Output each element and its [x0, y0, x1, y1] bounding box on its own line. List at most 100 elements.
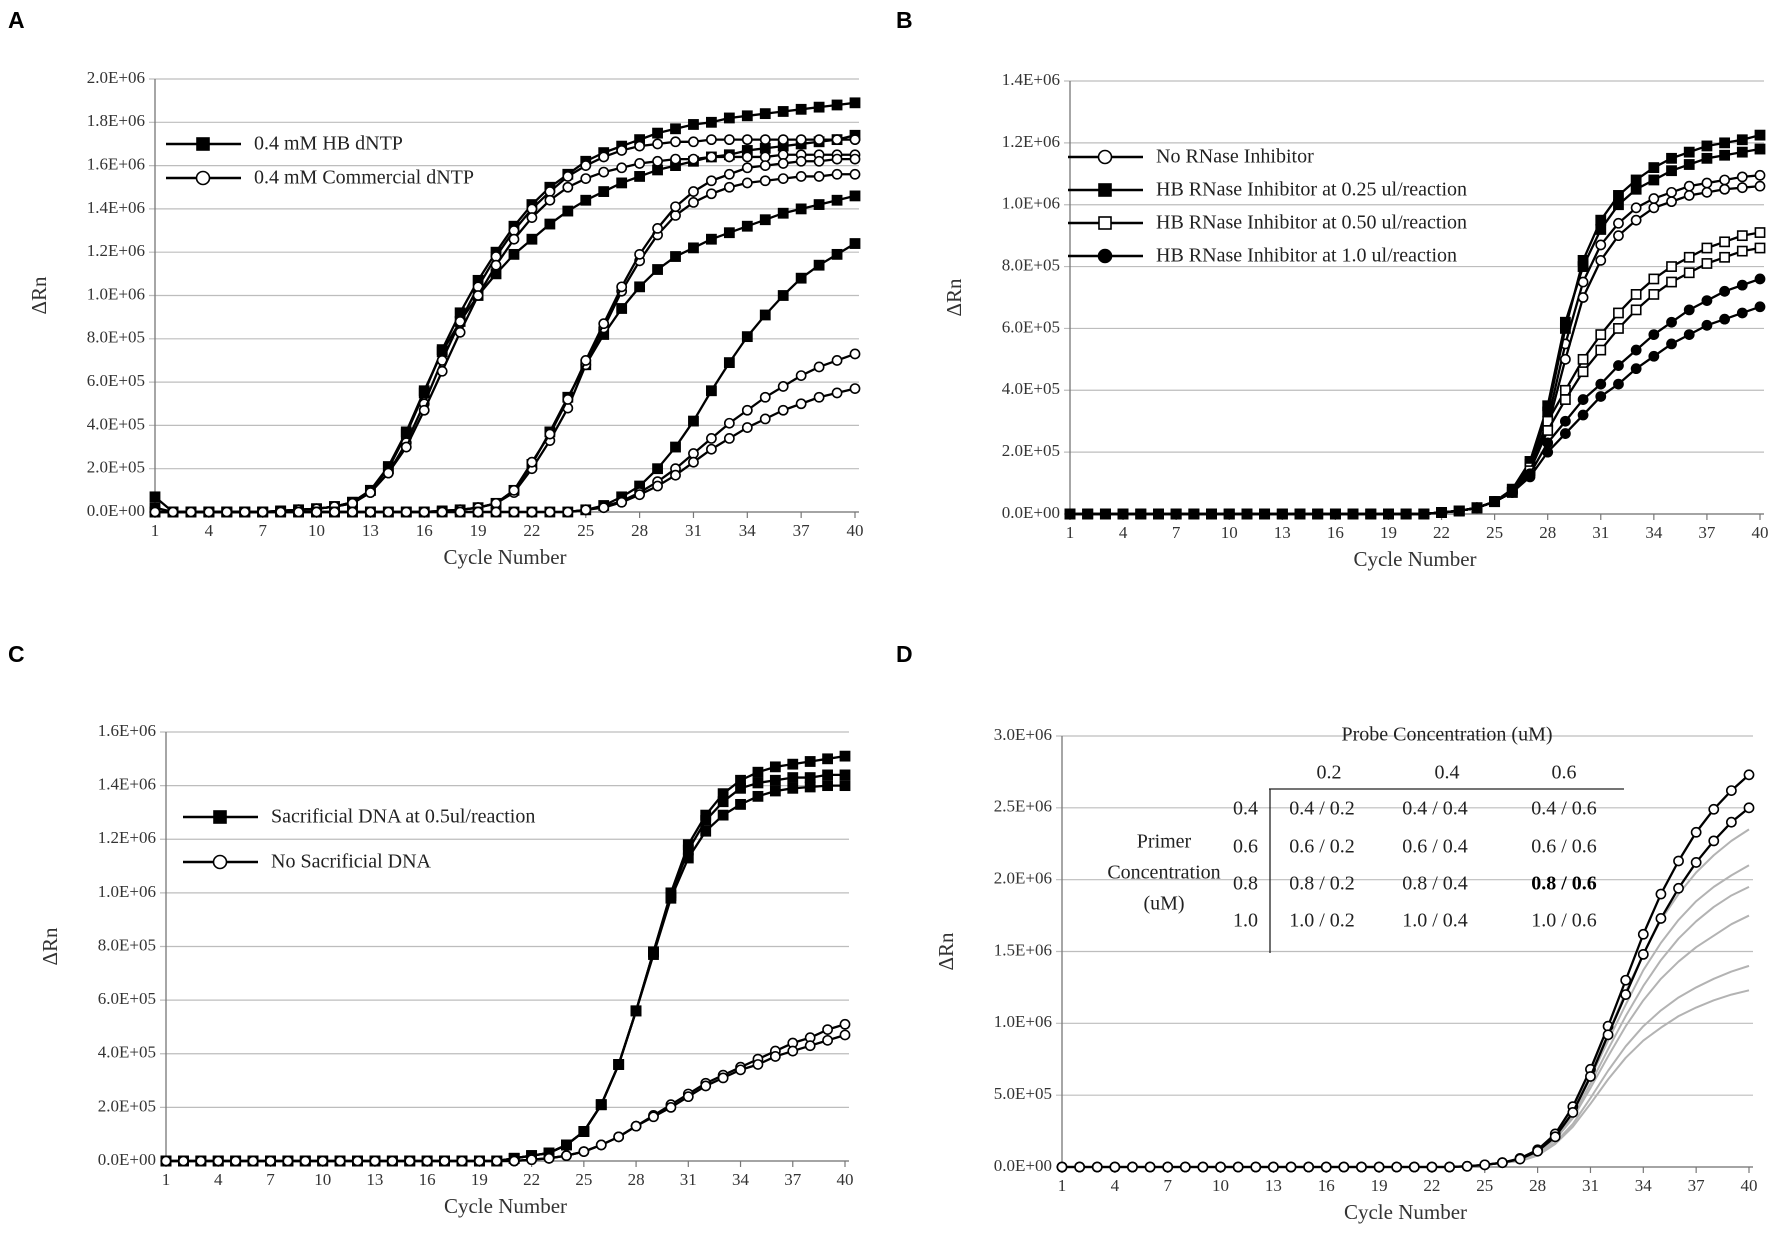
- marker: [616, 177, 628, 189]
- marker: [688, 186, 699, 197]
- y-tick-label: 1.8E+06: [87, 111, 145, 130]
- legend-marker: [212, 854, 228, 870]
- marker: [212, 1155, 224, 1167]
- marker: [822, 780, 833, 792]
- marker: [544, 194, 556, 206]
- marker: [849, 190, 861, 202]
- marker: [741, 177, 753, 189]
- marker: [1648, 202, 1660, 214]
- x-tick-label: 7: [258, 521, 267, 540]
- marker: [561, 1150, 572, 1162]
- y-tick-label: 4.0E+05: [1002, 379, 1060, 398]
- marker: [1595, 329, 1607, 341]
- marker: [831, 387, 843, 399]
- marker: [1496, 1157, 1508, 1169]
- marker: [795, 134, 807, 146]
- table-cell: 0.8 / 0.2: [1289, 873, 1355, 895]
- marker: [185, 506, 197, 518]
- marker: [1082, 508, 1094, 520]
- marker: [1719, 183, 1731, 195]
- marker: [1064, 508, 1076, 520]
- marker: [1373, 1161, 1385, 1173]
- marker: [1365, 508, 1377, 520]
- y-tick-label: 1.2E+06: [98, 828, 156, 847]
- marker: [849, 238, 861, 249]
- marker: [580, 504, 592, 516]
- marker: [741, 134, 753, 146]
- table-column-header: 0.6: [1552, 762, 1577, 784]
- marker: [1620, 974, 1632, 986]
- marker: [1595, 254, 1607, 266]
- y-tick-label: 1.0E+06: [1002, 194, 1060, 213]
- marker: [562, 506, 574, 518]
- x-tick-label: 28: [1539, 523, 1556, 542]
- series-line: [1070, 277, 1761, 516]
- y-tick-label: 8.0E+05: [87, 328, 145, 347]
- marker: [777, 381, 789, 392]
- marker: [1559, 394, 1571, 405]
- marker: [1683, 251, 1695, 263]
- marker: [787, 772, 799, 783]
- x-tick-label: 16: [416, 521, 433, 540]
- marker: [508, 506, 520, 518]
- table-cell: 0.6 / 0.2: [1289, 836, 1355, 858]
- marker: [598, 166, 610, 178]
- series-line: [166, 1033, 846, 1163]
- marker: [670, 136, 681, 148]
- marker: [1524, 471, 1536, 483]
- marker: [1701, 140, 1713, 152]
- marker: [1613, 378, 1624, 390]
- marker: [795, 203, 807, 215]
- marker: [777, 134, 789, 146]
- marker: [1188, 508, 1200, 520]
- y-tick-label: 1.4E+06: [1002, 70, 1060, 89]
- marker: [616, 281, 628, 293]
- marker: [652, 264, 663, 275]
- y-axis-label: ΔRn: [38, 927, 62, 966]
- marker: [1683, 190, 1695, 201]
- x-tick-label: 1: [151, 521, 160, 540]
- marker: [787, 1045, 799, 1057]
- marker: [1701, 258, 1713, 269]
- marker: [839, 750, 851, 762]
- marker: [1602, 1029, 1614, 1041]
- x-axis-label: Cycle Number: [444, 1194, 567, 1218]
- marker: [1754, 273, 1766, 285]
- marker: [1595, 344, 1607, 356]
- marker: [1259, 508, 1271, 520]
- x-tick-label: 13: [366, 1170, 383, 1189]
- marker: [1648, 289, 1660, 300]
- marker: [578, 1126, 590, 1137]
- legend-marker: [195, 170, 211, 186]
- marker: [490, 497, 502, 509]
- marker: [735, 798, 746, 810]
- x-tick-label: 34: [1645, 523, 1663, 542]
- marker: [735, 1064, 746, 1076]
- marker: [670, 123, 681, 135]
- marker: [454, 326, 466, 338]
- table-cell: 1.0 / 0.6: [1531, 910, 1597, 932]
- marker: [752, 790, 764, 802]
- marker: [652, 138, 663, 150]
- marker: [706, 134, 717, 146]
- marker: [1701, 319, 1713, 331]
- marker: [688, 153, 699, 165]
- marker: [813, 259, 825, 271]
- marker: [769, 1051, 781, 1062]
- marker: [706, 151, 717, 163]
- marker: [1489, 496, 1501, 508]
- marker: [849, 97, 861, 109]
- x-tick-label: 7: [1163, 1176, 1172, 1195]
- marker: [1179, 1161, 1191, 1173]
- marker: [1091, 1161, 1103, 1173]
- marker: [813, 391, 825, 403]
- marker: [735, 782, 746, 794]
- x-tick-label: 25: [1476, 1176, 1493, 1195]
- marker: [795, 370, 807, 382]
- x-tick-label: 31: [1582, 1176, 1599, 1195]
- marker: [299, 1155, 311, 1167]
- marker: [1666, 152, 1677, 164]
- x-tick-label: 16: [1327, 523, 1344, 542]
- legend-label: HB RNase Inhibitor at 1.0 ul/reaction: [1156, 245, 1457, 267]
- marker: [1708, 803, 1720, 815]
